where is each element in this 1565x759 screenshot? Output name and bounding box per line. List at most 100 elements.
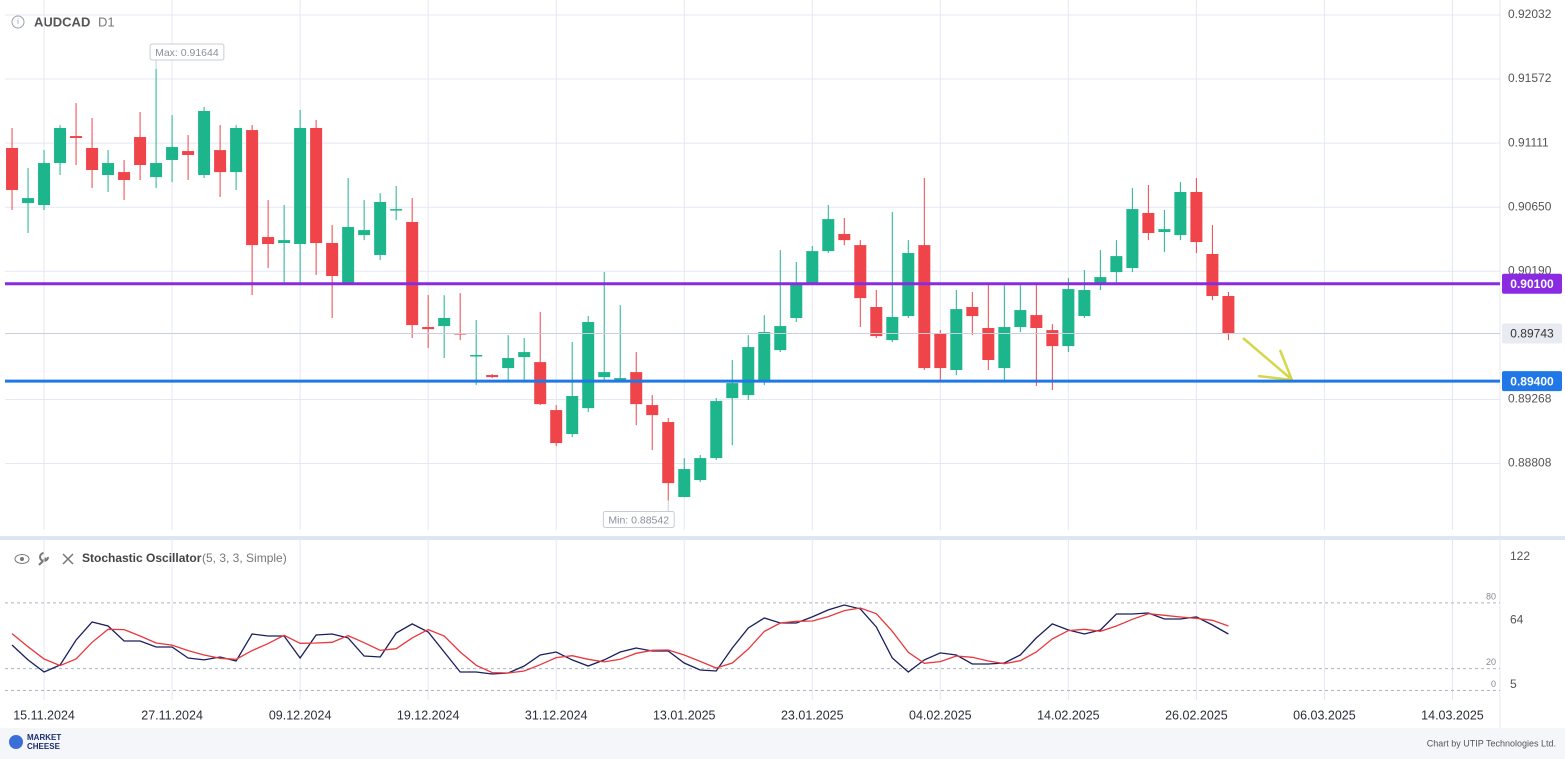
- candle-body: [566, 396, 579, 435]
- y-tick-label: 64: [1510, 613, 1524, 627]
- candle-body: [838, 233, 851, 241]
- x-tick-label: 09.12.2024: [269, 708, 332, 722]
- timeframe: D1: [98, 14, 115, 29]
- candle-body: [854, 245, 867, 299]
- candle-body: [886, 317, 899, 341]
- candle-body: [870, 307, 883, 337]
- x-tick-label: 15.11.2024: [13, 708, 75, 722]
- y-tick-label: 0.92032: [1508, 7, 1552, 21]
- info-icon[interactable]: [11, 15, 25, 29]
- candle-body: [982, 328, 995, 361]
- candle-body: [326, 243, 339, 276]
- candle-body: [214, 150, 227, 173]
- candle-body: [1110, 256, 1123, 273]
- candle-body: [374, 201, 387, 255]
- candle-body: [742, 347, 755, 396]
- y-tick-label: 0.91111: [1508, 135, 1549, 149]
- y-tick-label: 0.88808: [1508, 456, 1552, 470]
- candle-body: [134, 137, 147, 165]
- candle-body: [22, 198, 35, 204]
- level-label: 0: [1491, 679, 1496, 689]
- candle-body: [934, 333, 947, 369]
- oscillator-line: [11, 607, 1229, 674]
- candle-body: [998, 327, 1011, 369]
- candle-body: [278, 240, 291, 244]
- x-tick-label: 14.03.2025: [1421, 708, 1484, 722]
- last-price-box: [1502, 323, 1562, 344]
- candle-body: [246, 130, 259, 246]
- eye-icon[interactable]: [14, 554, 30, 564]
- footer-band: [0, 728, 1565, 759]
- x-tick-label: 14.02.2025: [1037, 708, 1100, 722]
- x-tick-label: 19.12.2024: [397, 708, 460, 722]
- indicator-title: Stochastic Oscillator: [82, 551, 202, 565]
- candles: [6, 68, 1235, 501]
- settings-icon[interactable]: [38, 552, 49, 566]
- candle-body: [614, 378, 627, 382]
- logo-line: MARKET: [27, 733, 61, 742]
- last-price-label: 0.89743: [1510, 327, 1554, 341]
- candle-body: [358, 230, 371, 236]
- candle-body: [342, 227, 355, 285]
- candle-body: [38, 163, 51, 206]
- candle-body: [822, 219, 835, 252]
- candle-body: [310, 127, 323, 244]
- candle-body: [1158, 229, 1171, 233]
- x-tick-label: 31.12.2024: [525, 708, 588, 722]
- candle-body: [662, 422, 675, 484]
- close-icon[interactable]: [62, 553, 74, 565]
- candle-body: [918, 245, 931, 369]
- candle-body: [262, 237, 275, 244]
- y-tick-label: 0.90650: [1508, 199, 1552, 213]
- extreme-annotation: Min: 0.88542: [602, 500, 675, 529]
- level-label: 0.89400: [1510, 374, 1554, 388]
- oscillator-line: [11, 604, 1229, 675]
- level-label-box: [1502, 273, 1562, 294]
- candle-body: [486, 375, 499, 378]
- candle-body: [678, 469, 691, 498]
- candle-body: [1190, 191, 1203, 243]
- candle-body: [758, 332, 771, 381]
- candle-body: [1206, 254, 1219, 297]
- info-icon-glyph: i: [17, 17, 19, 26]
- x-tick-label: 13.01.2025: [653, 708, 716, 722]
- x-tick-label: 06.03.2025: [1293, 708, 1356, 722]
- grid: [5, 0, 1500, 700]
- level-label: 80: [1486, 591, 1496, 601]
- candle-body: [1046, 330, 1059, 347]
- candle-body: [1030, 315, 1043, 329]
- x-tick-label: 23.01.2025: [781, 708, 844, 722]
- candle-body: [406, 222, 419, 326]
- annotation-label: Min: 0.88542: [608, 514, 669, 526]
- candle-body: [598, 372, 611, 378]
- candle-body: [1062, 289, 1075, 347]
- candle-body: [774, 326, 787, 351]
- candle-body: [54, 127, 67, 164]
- x-tick-label: 26.02.2025: [1165, 708, 1228, 722]
- candle-body: [182, 151, 195, 155]
- candle-body: [550, 410, 563, 444]
- level-label-box: [1502, 371, 1562, 392]
- candle-body: [1222, 296, 1235, 334]
- arrow-shaft: [1242, 337, 1291, 379]
- candle-body: [1094, 277, 1107, 286]
- candle-body: [150, 163, 163, 178]
- candle-body: [118, 172, 131, 181]
- eye-pupil: [20, 557, 24, 561]
- y-tick-label: 0.91572: [1508, 71, 1552, 85]
- candle-body: [806, 251, 819, 284]
- annotation-box: [149, 43, 225, 61]
- candle-body: [390, 209, 403, 211]
- candle-body: [630, 372, 643, 405]
- candle-body: [950, 309, 963, 371]
- candle-body: [1142, 212, 1155, 234]
- candle-body: [534, 362, 547, 405]
- level-label: 20: [1486, 657, 1496, 667]
- credit: Chart by UTIP Technologies Ltd.: [1427, 738, 1556, 748]
- candle-body: [230, 127, 243, 173]
- candle-body: [166, 147, 179, 160]
- annotation-box: [602, 511, 675, 529]
- x-tick-label: 27.11.2024: [141, 708, 203, 722]
- candle-body: [1126, 209, 1139, 269]
